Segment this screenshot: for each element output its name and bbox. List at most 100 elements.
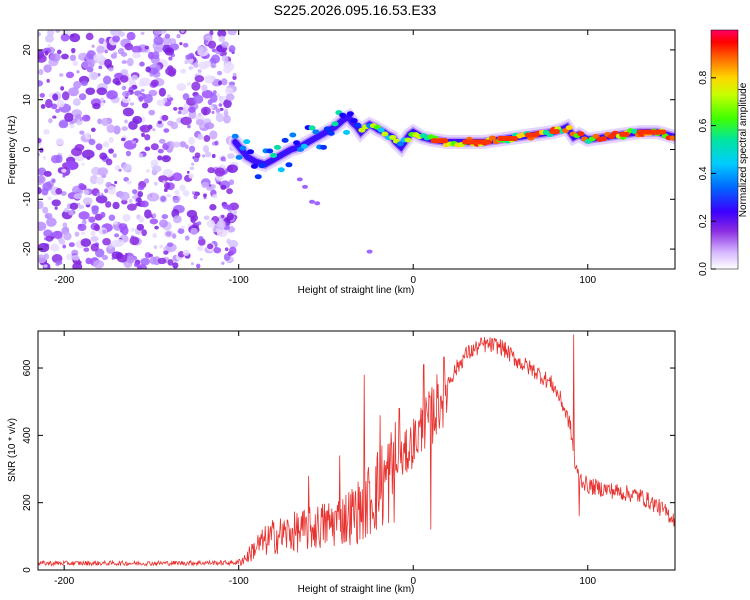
noise-blob: [95, 195, 108, 204]
signal-hotspot: [549, 129, 560, 135]
noise-blob: [78, 204, 85, 210]
noise-blob: [93, 53, 105, 62]
signal-blob: [239, 145, 247, 151]
noise-blob: [122, 213, 131, 222]
noise-blob: [161, 155, 171, 163]
noise-blob: [214, 140, 219, 146]
noise-blob: [221, 41, 229, 48]
noise-blob: [47, 30, 55, 37]
noise-blob: [226, 188, 233, 195]
noise-blob: [221, 55, 229, 62]
noise-blob: [228, 239, 239, 249]
noise-blob: [193, 194, 198, 200]
noise-blob: [186, 81, 191, 86]
noise-blob: [108, 214, 116, 222]
noise-blob: [95, 143, 103, 151]
signal-blob: [565, 125, 573, 131]
noise-blob: [108, 67, 114, 72]
colorbar-tick-label: 0.4: [698, 166, 709, 180]
noise-blob: [227, 30, 237, 36]
noise-blob: [214, 167, 226, 177]
signal-blob: [396, 141, 404, 147]
noise-blob: [85, 257, 92, 265]
signal-blob: [289, 132, 297, 138]
noise-blob: [161, 214, 169, 220]
noise-blob: [61, 53, 69, 60]
signal-blob: [293, 140, 301, 146]
noise-blob: [193, 63, 199, 68]
noise-blob: [182, 190, 190, 197]
noise-blob: [47, 44, 52, 48]
noise-blob: [163, 128, 170, 133]
noise-blob: [226, 164, 238, 173]
noise-blob: [80, 80, 88, 87]
y-tick-label: 400: [22, 427, 33, 444]
noise-blob: [101, 117, 110, 127]
noise-blob: [232, 72, 237, 77]
noise-blob: [145, 66, 151, 73]
noise-blob: [48, 118, 53, 124]
noise-blob: [203, 134, 211, 143]
noise-blob: [52, 93, 59, 101]
noise-blob: [202, 154, 206, 158]
noise-blob: [113, 125, 121, 135]
noise-blob: [111, 239, 121, 248]
noise-blob: [59, 73, 64, 77]
noise-blob: [55, 154, 63, 164]
noise-blob: [112, 153, 117, 158]
noise-blob: [188, 66, 194, 70]
noise-blob: [58, 120, 69, 129]
noise-blob: [69, 33, 81, 43]
noise-blob: [172, 196, 180, 204]
noise-blob: [223, 99, 232, 109]
noise-blob: [47, 196, 52, 201]
noise-blob: [92, 103, 101, 110]
noise-blob: [61, 91, 70, 101]
noise-blob: [137, 185, 145, 191]
noise-blob: [213, 247, 222, 254]
noise-blob: [209, 204, 217, 211]
noise-blob: [212, 194, 218, 199]
noise-blob: [100, 97, 104, 103]
noise-blob: [217, 70, 223, 76]
noise-blob: [194, 152, 201, 159]
stray-blob: [308, 199, 315, 204]
noise-blob: [43, 170, 52, 177]
noise-blob: [51, 178, 56, 183]
noise-blob: [164, 33, 171, 39]
noise-blob: [153, 30, 163, 36]
noise-blob: [161, 114, 169, 121]
noise-blob: [148, 253, 153, 257]
signal-hotspot: [462, 139, 492, 145]
noise-blob: [101, 254, 109, 261]
noise-blob: [179, 68, 187, 74]
signal-blob: [258, 163, 266, 169]
noise-blob: [96, 192, 101, 196]
noise-blob: [164, 182, 171, 190]
noise-blob: [220, 184, 227, 190]
stray-blob: [314, 201, 321, 206]
noise-blob: [201, 84, 208, 92]
snr-xlabel: Height of straight line (km): [298, 584, 415, 595]
noise-blob: [38, 254, 47, 264]
noise-blob: [76, 70, 80, 74]
noise-blob: [124, 119, 128, 124]
noise-blob: [78, 224, 82, 228]
signal-blob: [300, 143, 308, 149]
stray-blob: [296, 177, 303, 182]
noise-blob: [82, 114, 91, 122]
noise-blob: [168, 56, 173, 61]
noise-blob: [78, 182, 85, 190]
noise-blob: [129, 102, 135, 106]
noise-blob: [128, 198, 133, 203]
noise-blob: [204, 151, 212, 158]
noise-blob: [84, 189, 90, 196]
y-tick-label: -10: [22, 192, 33, 207]
noise-blob: [232, 75, 237, 81]
noise-blob: [223, 110, 229, 117]
noise-blob: [97, 167, 109, 176]
y-tick-label: 20: [22, 44, 33, 56]
noise-blob: [190, 227, 198, 236]
noise-blob: [166, 141, 171, 146]
y-tick-label: 200: [22, 494, 33, 511]
